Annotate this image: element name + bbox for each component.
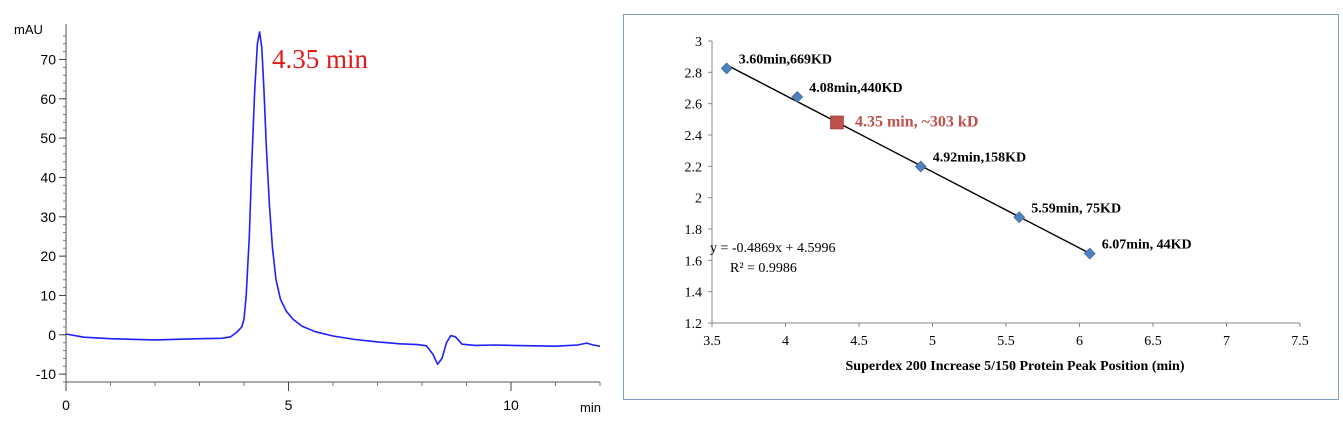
x-tick-label: 7: [1223, 334, 1230, 349]
trendline: [726, 64, 1091, 255]
y-tick-label: 50: [40, 130, 56, 146]
y-tick-label: 2.2: [685, 160, 703, 175]
y-tick-label: 1.6: [685, 254, 703, 269]
calibration-chart: 1.2 1.4 1.6 1.8 2 2.2 2.4 2.6 2.8 3 3.5 4 4.5 5 5.5 6 6.…: [685, 35, 1309, 374]
chromatogram-panel: -10 0 10 20 30 40 50 60 70 0 5 10 mAU min 4.35 min: [0, 0, 610, 416]
y-tick-label: 40: [40, 169, 56, 185]
equation-label: y = -0.4869x + 4.5996: [710, 241, 835, 256]
y-tick-label: 2.4: [685, 129, 703, 144]
peak-annotation: 4.35 min: [272, 44, 369, 74]
r-squared-label: R² = 0.9986: [730, 261, 797, 276]
x-tick-label: 4: [782, 334, 789, 349]
x-tick-label: 5.5: [997, 334, 1015, 349]
standard-point-label: 4.08min,440KD: [809, 81, 902, 96]
chromatogram-trace: [65, 31, 601, 366]
sample-point: [830, 115, 844, 130]
standard-point-label: 4.92min,158KD: [933, 150, 1026, 165]
x-tick-label: 5: [285, 397, 293, 413]
chromatogram-chart: -10 0 10 20 30 40 50 60 70 0 5 10 mAU min 4.35 min: [14, 22, 601, 415]
y-tick-label: 0: [48, 327, 56, 343]
standard-point-label: 3.60min,669KD: [739, 52, 832, 67]
x-axis-label: Superdex 200 Increase 5/150 Protein Peak…: [846, 359, 1185, 374]
x-tick-label: 3.5: [703, 334, 721, 349]
y-tick-label: 2.6: [685, 98, 703, 113]
y-tick-label: 10: [40, 287, 56, 303]
y-tick-label: 30: [40, 209, 56, 225]
y-tick-label: 2: [695, 192, 702, 207]
y-tick-label: 70: [40, 51, 56, 67]
x-tick-label: 6: [1076, 334, 1083, 349]
calibration-panel: 1.2 1.4 1.6 1.8 2 2.2 2.4 2.6 2.8 3 3.5 4 4.5 5 5.5 6 6.…: [623, 14, 1339, 400]
y-tick-label: 1.2: [685, 317, 703, 332]
y-tick-label: 60: [40, 91, 56, 107]
y-tick-label: 3: [695, 35, 702, 50]
y-axis-label: mAU: [14, 22, 43, 37]
y-tick-label: 1.4: [685, 286, 703, 301]
x-tick-label: 4.5: [850, 334, 868, 349]
standard-point: [791, 91, 804, 103]
y-tick-label: 2.8: [685, 66, 703, 81]
x-tick-label: 7.5: [1291, 334, 1309, 349]
y-tick-label: 20: [40, 248, 56, 264]
standard-point: [1083, 247, 1096, 260]
standard-point: [914, 160, 927, 173]
standard-point: [1013, 211, 1026, 224]
x-tick-label: 5: [929, 334, 936, 349]
x-tick-label: 0: [62, 397, 70, 413]
standard-point-label: 6.07min, 44KD: [1102, 238, 1192, 253]
y-tick-label: -10: [36, 366, 56, 382]
x-axis-label: min: [580, 400, 601, 415]
standard-point: [720, 62, 733, 75]
x-tick-label: 10: [503, 397, 519, 413]
standard-point-label: 5.59min, 75KD: [1031, 201, 1121, 216]
y-tick-label: 1.8: [685, 223, 703, 238]
sample-point-label: 4.35 min, ~303 kD: [855, 113, 978, 130]
x-tick-label: 6.5: [1144, 334, 1162, 349]
